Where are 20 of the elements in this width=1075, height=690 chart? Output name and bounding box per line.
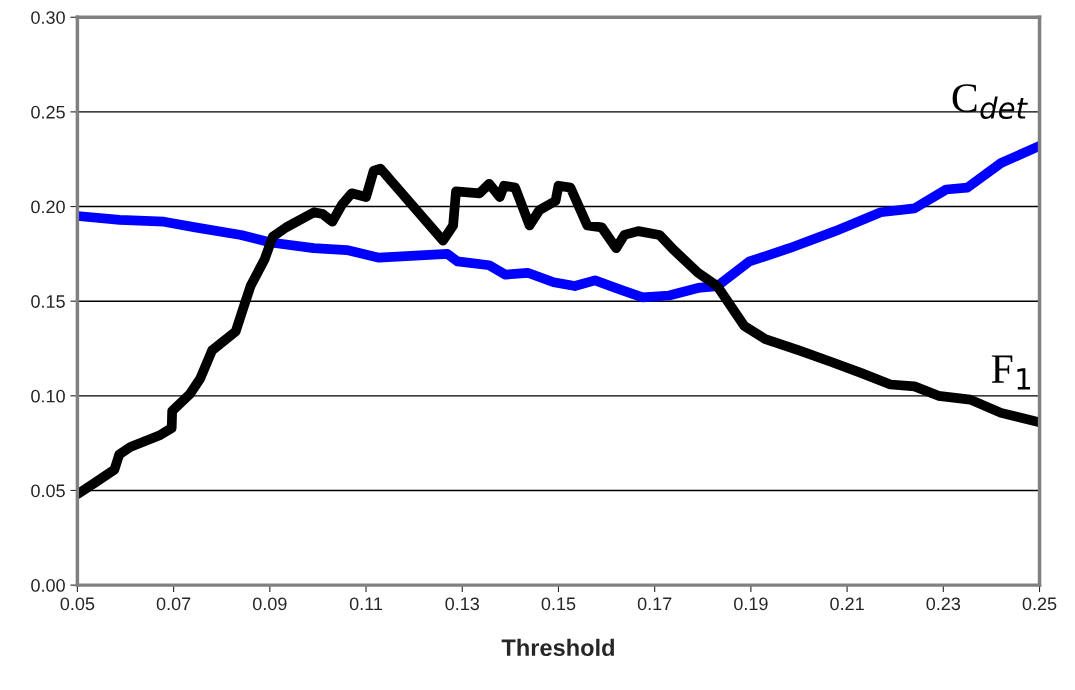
- y-tick-label: 0.25: [31, 105, 65, 119]
- y-tick-label: 0.00: [31, 579, 65, 592]
- x-tick-label: 0.07: [156, 597, 191, 611]
- x-tick-label: 0.25: [1022, 597, 1057, 611]
- x-tick-label: 0.13: [445, 597, 480, 611]
- x-tick-label: 0.15: [541, 597, 576, 611]
- x-tick-label: 0.19: [734, 597, 768, 611]
- y-tick-label: 0.30: [31, 11, 65, 24]
- y-tick-label: 0.20: [31, 200, 65, 214]
- x-tick-label: 0.23: [926, 597, 961, 611]
- x-tick-label: 0.21: [830, 597, 864, 611]
- series-label: F$_{1}$: [991, 355, 1031, 390]
- x-axis-title: Threshold: [501, 638, 614, 657]
- x-tick-label: 0.09: [252, 597, 287, 611]
- x-tick-label: 0.17: [637, 597, 672, 611]
- y-tick-label: 0.05: [31, 484, 65, 498]
- x-tick-label: 0.05: [60, 597, 95, 611]
- y-tick-label: 0.15: [31, 295, 65, 308]
- x-tick-label: 0.11: [349, 597, 383, 611]
- y-tick-label: 0.10: [31, 389, 65, 403]
